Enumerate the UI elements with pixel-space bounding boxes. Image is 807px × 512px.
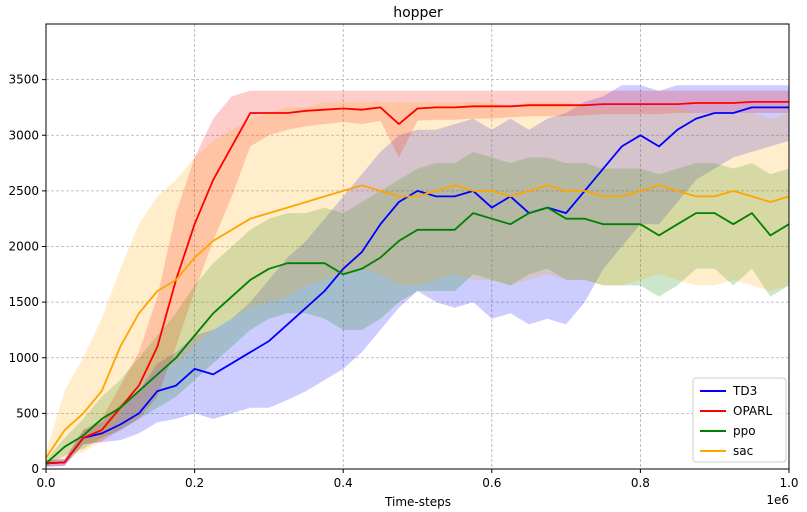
x-axis: 0.0 0.2 0.4 0.6 0.8 1.0 [36, 469, 799, 490]
y-axis: 0 500 1000 1500 2000 2500 3000 3500 [8, 73, 46, 476]
legend-label-ppo: ppo [733, 424, 756, 438]
x-tick-label: 0.0 [36, 476, 55, 490]
chart-title: hopper [393, 5, 443, 21]
y-tick-label: 3500 [8, 73, 39, 87]
lines-layer [45, 101, 790, 465]
series-band-ppo [46, 151, 789, 467]
x-tick-label: 0.8 [631, 476, 650, 490]
series-band-td3 [46, 85, 789, 467]
series-line-oparl [45, 101, 789, 465]
y-tick-label: 2500 [8, 184, 39, 198]
x-tick-label: 0.6 [482, 476, 501, 490]
y-tick-label: 500 [16, 406, 39, 420]
series-line-sac [45, 184, 790, 459]
series-band-oparl [46, 90, 789, 467]
y-tick-label: 2000 [8, 240, 39, 254]
x-tick-label: 0.2 [185, 476, 204, 490]
series-line-td3 [45, 106, 789, 465]
x-axis-label: Time-steps [384, 495, 451, 509]
series-line-ppo [45, 206, 790, 465]
legend-label-sac: sac [733, 444, 753, 458]
y-tick-label: 0 [31, 462, 39, 476]
y-tick-label: 1500 [8, 295, 39, 309]
legend-box [692, 377, 787, 463]
y-tick-label: 3000 [8, 128, 39, 142]
legend-label-oparl: OPARL [733, 404, 772, 418]
x-axis-offset-label: 1e6 [766, 493, 789, 507]
series-band-sac [46, 101, 789, 464]
x-tick-label: 1.0 [779, 476, 798, 490]
y-tick-label: 1000 [8, 351, 39, 365]
x-tick-label: 0.4 [334, 476, 353, 490]
legend-label-td3: TD3 [732, 384, 757, 398]
bands-layer [46, 85, 789, 467]
legend: TD3 OPARL ppo sac [692, 377, 787, 463]
